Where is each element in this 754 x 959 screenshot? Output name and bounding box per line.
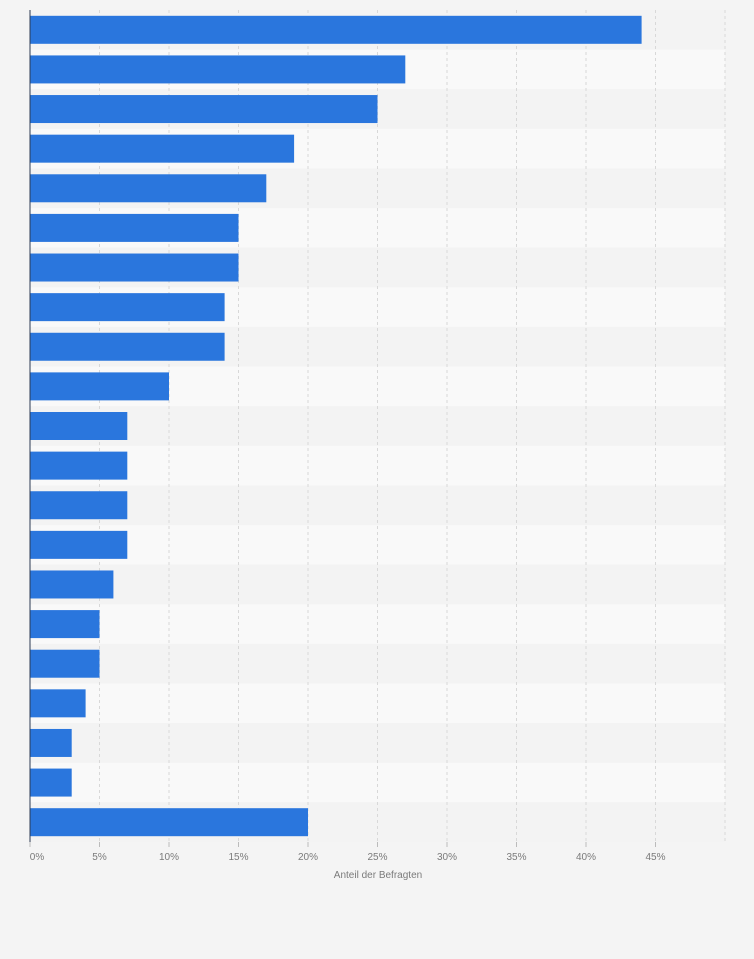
bars <box>30 15 642 837</box>
x-axis-title: Anteil der Befragten <box>334 870 422 881</box>
bar[interactable] <box>30 372 169 401</box>
x-tick-label: 15% <box>228 852 248 863</box>
bar[interactable] <box>30 134 295 163</box>
x-tick-label: 40% <box>576 852 596 863</box>
bar[interactable] <box>30 491 128 520</box>
bar[interactable] <box>30 768 72 797</box>
x-tick-label: 35% <box>506 852 526 863</box>
x-tick-label: 10% <box>159 852 179 863</box>
bar[interactable] <box>30 95 378 124</box>
bar[interactable] <box>30 293 225 322</box>
x-tick-label: 20% <box>298 852 318 863</box>
bar[interactable] <box>30 649 100 678</box>
row-band <box>30 762 725 803</box>
bar[interactable] <box>30 570 114 599</box>
bar[interactable] <box>30 451 128 480</box>
x-axis-ticks: 0% 5% 10% 15% 20% 25% 30% 35% 40% 45% <box>29 842 666 863</box>
x-tick-label: 25% <box>367 852 387 863</box>
bar[interactable] <box>30 610 100 639</box>
bar[interactable] <box>30 213 239 242</box>
bar[interactable] <box>30 332 225 361</box>
bar[interactable] <box>30 15 642 44</box>
x-tick-label: 45% <box>645 852 665 863</box>
bar[interactable] <box>30 253 239 282</box>
bar[interactable] <box>30 412 128 440</box>
bar[interactable] <box>30 55 406 84</box>
bar[interactable] <box>30 174 267 203</box>
bar[interactable] <box>30 530 128 559</box>
bar[interactable] <box>30 808 308 837</box>
x-tick-label: 30% <box>437 852 457 863</box>
x-tick-label: 0% <box>30 852 45 863</box>
row-band <box>30 564 725 605</box>
bar[interactable] <box>30 689 86 718</box>
x-tick-label: 5% <box>92 852 107 863</box>
bar[interactable] <box>30 728 72 757</box>
